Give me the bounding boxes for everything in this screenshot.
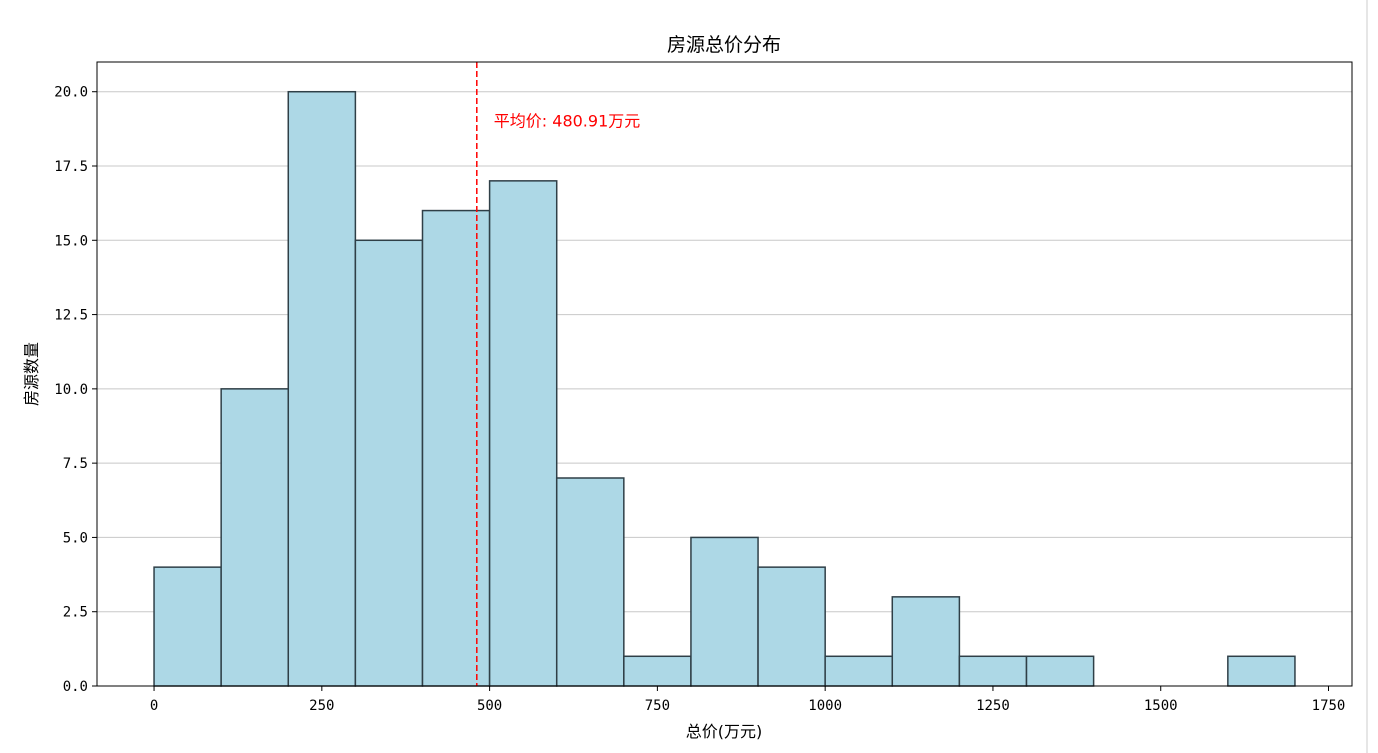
y-axis-ticks: 0.0 2.5 5.0 7.5 10.0 12.5 15.0 17.5 20.0 [54, 85, 97, 695]
x-axis-ticks: 0 250 500 750 1000 1250 1500 1750 [150, 686, 1346, 714]
y-tick-label: 20.0 [54, 85, 88, 101]
y-tick-label: 12.5 [54, 308, 88, 324]
histogram-bar [287, 90, 357, 687]
histogram-bar [1025, 655, 1095, 687]
y-tick-label: 7.5 [63, 456, 88, 472]
x-tick-label: 1000 [808, 698, 842, 714]
y-tick-label: 0.0 [63, 679, 88, 695]
mean-annotation: 平均价: 480.91万元 [494, 111, 640, 130]
window-edge [1366, 0, 1368, 753]
mean-marker: 平均价: 480.91万元 [476, 62, 640, 686]
y-tick-label: 10.0 [54, 382, 88, 398]
histogram-bar [555, 477, 625, 687]
histogram-bar [958, 655, 1028, 687]
x-tick-label: 1750 [1312, 698, 1346, 714]
histogram-bar [220, 388, 290, 687]
x-tick-label: 250 [309, 698, 334, 714]
histogram-bar [153, 566, 222, 687]
x-axis-label: 总价(万元) [686, 722, 763, 741]
x-tick-label: 0 [150, 698, 158, 714]
histogram-bar [824, 655, 894, 687]
histogram-bar [891, 596, 961, 687]
histogram-bars [153, 90, 1296, 687]
y-tick-label: 2.5 [63, 605, 88, 621]
y-tick-label: 17.5 [54, 159, 88, 175]
histogram-bar [354, 239, 424, 687]
histogram-bar [421, 209, 491, 687]
y-tick-label: 5.0 [63, 530, 88, 546]
plot-frame [96, 61, 1353, 687]
histogram-bar [488, 180, 558, 687]
y-axis-label: 房源数量 [22, 342, 41, 406]
x-tick-label: 750 [645, 698, 670, 714]
x-tick-label: 1250 [976, 698, 1010, 714]
histogram-bar [757, 566, 826, 687]
histogram-bar [1227, 655, 1296, 687]
histogram-bar [690, 536, 759, 687]
histogram-bar [623, 655, 692, 687]
x-tick-label: 500 [477, 698, 502, 714]
chart-title: 房源总价分布 [667, 34, 781, 56]
x-tick-label: 1500 [1144, 698, 1178, 714]
y-tick-label: 15.0 [54, 233, 88, 249]
